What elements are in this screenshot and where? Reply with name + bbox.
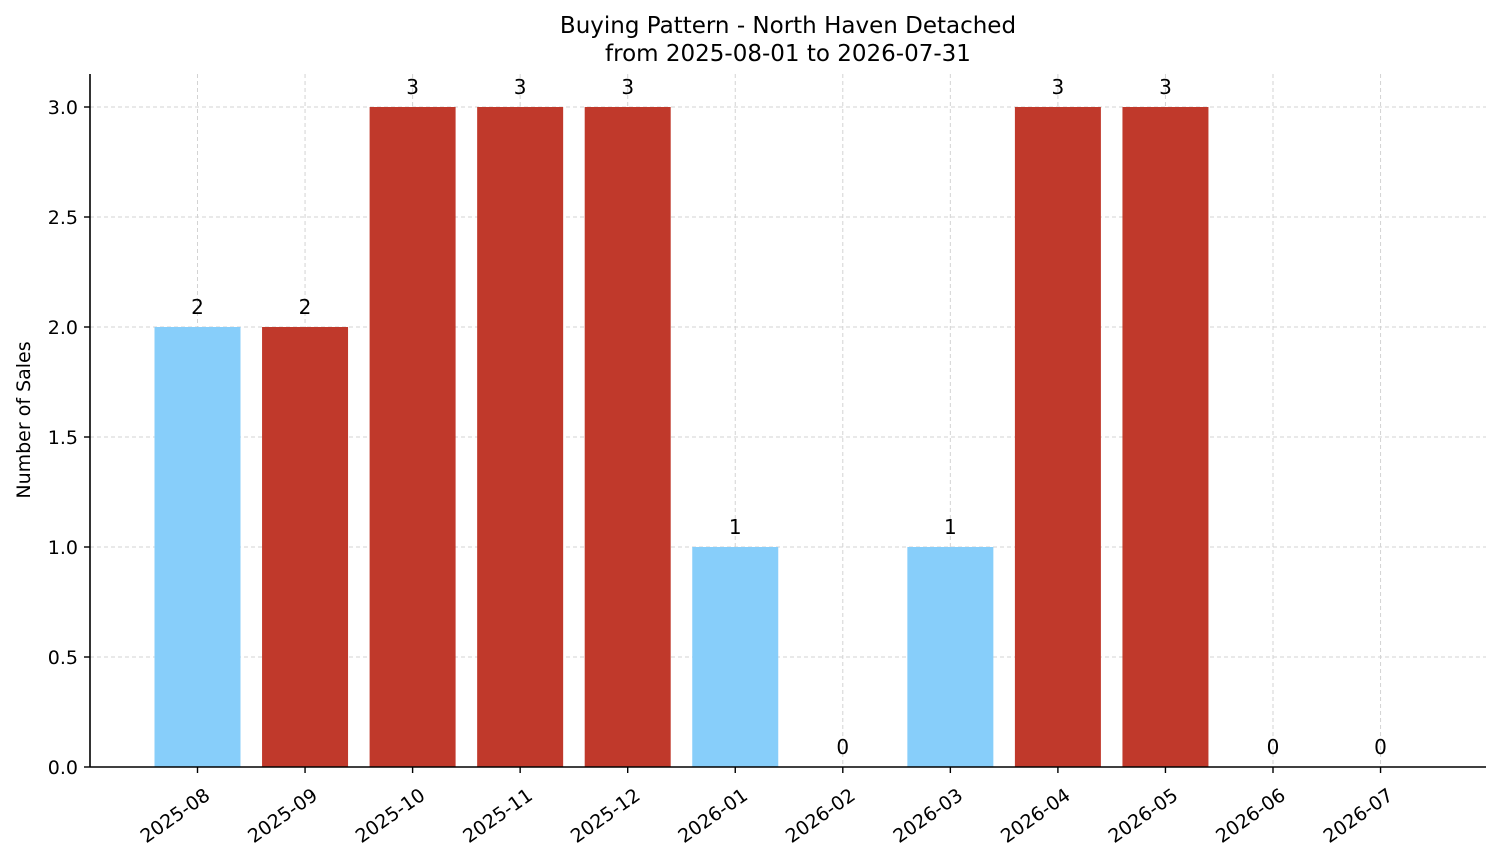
x-tick-label: 2025-11 — [459, 784, 537, 848]
data-label-2026-02: 0 — [836, 735, 849, 759]
y-tick-label: 1.5 — [48, 427, 78, 449]
data-label-2026-01: 1 — [729, 515, 742, 539]
x-tick-label: 2026-07 — [1320, 784, 1398, 848]
data-label-2026-06: 0 — [1267, 735, 1280, 759]
bar-2025-12 — [584, 107, 671, 767]
data-label-2026-03: 1 — [944, 515, 957, 539]
y-axis-label: Number of Sales — [13, 341, 35, 498]
y-tick-label: 0.0 — [48, 757, 78, 779]
bar-2025-08 — [154, 327, 241, 767]
bar-2026-03 — [907, 547, 994, 767]
data-label-2025-10: 3 — [406, 75, 419, 99]
bar-2025-09 — [262, 327, 349, 767]
x-tick-label: 2025-12 — [567, 784, 645, 848]
x-tick-label: 2026-06 — [1212, 784, 1290, 848]
data-labels: 2 2 3 3 3 1 0 1 3 3 0 0 — [191, 75, 1387, 759]
y-tick-label: 0.5 — [48, 647, 78, 669]
data-label-2026-04: 3 — [1052, 75, 1065, 99]
data-label-2026-05: 3 — [1159, 75, 1172, 99]
data-label-2026-07: 0 — [1374, 735, 1387, 759]
data-label-2025-08: 2 — [191, 295, 204, 319]
x-tick-label: 2026-03 — [889, 784, 967, 848]
x-tick-label: 2026-02 — [782, 784, 860, 848]
data-label-2025-11: 3 — [514, 75, 527, 99]
bar-2026-04 — [1014, 107, 1101, 767]
data-label-2025-12: 3 — [621, 75, 634, 99]
x-tick-label: 2025-08 — [137, 784, 215, 848]
data-label-2025-09: 2 — [299, 295, 312, 319]
x-tick-label: 2026-05 — [1104, 784, 1182, 848]
x-tick-label: 2025-10 — [352, 784, 430, 848]
y-tick-label: 3.0 — [48, 97, 78, 119]
bars — [154, 107, 1209, 767]
x-tick-label: 2026-04 — [997, 784, 1075, 848]
x-tick-label: 2025-09 — [244, 784, 322, 848]
chart-title-line-1: Buying Pattern - North Haven Detached — [560, 13, 1016, 39]
y-tick-label: 1.0 — [48, 537, 78, 559]
bar-2025-11 — [477, 107, 564, 767]
y-tick-label: 2.0 — [48, 317, 78, 339]
y-tick-label: 2.5 — [48, 207, 78, 229]
bar-2026-05 — [1122, 107, 1209, 767]
chart-title-line-2: from 2025-08-01 to 2026-07-31 — [605, 41, 971, 67]
bar-2026-01 — [692, 547, 779, 767]
bar-2025-10 — [369, 107, 456, 767]
x-tick-label: 2026-01 — [674, 784, 752, 848]
